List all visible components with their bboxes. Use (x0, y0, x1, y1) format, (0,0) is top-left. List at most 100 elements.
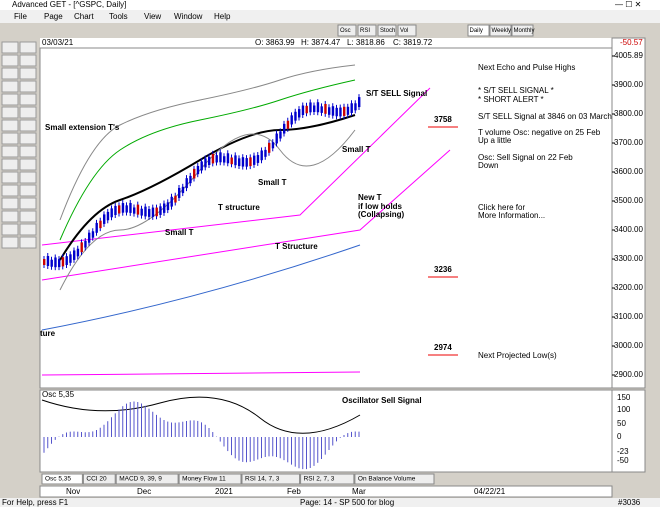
period-button[interactable] (511, 24, 534, 37)
ohlc-value: O: 3863.99 (255, 38, 295, 47)
note[interactable]: More Information... (478, 211, 545, 220)
period-label[interactable]: Weekly (492, 28, 512, 34)
end-date: 04/22/21 (474, 487, 506, 496)
menu-item[interactable]: Help (214, 12, 231, 21)
tool-icon[interactable] (19, 158, 37, 171)
candle-body (88, 232, 91, 243)
tool-label[interactable]: Stoch (380, 28, 395, 34)
indicator-tab[interactable] (41, 473, 83, 485)
candle-body (69, 254, 72, 263)
tool-icon[interactable] (1, 158, 19, 171)
moving-average (59, 79, 356, 241)
tab-label[interactable]: CCI 20 (86, 476, 107, 483)
tool-icon[interactable] (1, 197, 19, 210)
tool-icon[interactable] (19, 67, 37, 80)
time-label: Nov (66, 487, 80, 496)
indicator-tab[interactable] (82, 473, 116, 485)
tool-icon[interactable] (19, 54, 37, 67)
tool-icon[interactable] (19, 210, 37, 223)
candle-body (73, 250, 76, 260)
tab-label[interactable]: RSI 14, 7, 3 (245, 476, 280, 483)
tool-icon[interactable] (19, 145, 37, 158)
candle-body (294, 111, 297, 121)
tool-icon[interactable] (19, 132, 37, 145)
tool-icon[interactable] (19, 106, 37, 119)
tool-icon[interactable] (1, 54, 19, 67)
tab-label[interactable]: RSI 2, 7, 3 (304, 476, 335, 483)
candle-body (271, 142, 275, 149)
price-tick-label: 3400.00 (614, 225, 643, 234)
period-button[interactable] (467, 24, 490, 37)
tab-label[interactable]: Money Flow 11 (182, 476, 226, 483)
note[interactable]: Click here for (478, 203, 525, 212)
tool-icon[interactable] (1, 67, 19, 80)
tool-icon[interactable] (1, 41, 19, 54)
tool-icon[interactable] (1, 93, 19, 106)
right-tools (646, 38, 660, 498)
tab-label[interactable]: On Balance Volume (358, 476, 416, 483)
time-label: 2021 (215, 487, 233, 496)
candle-body (305, 105, 308, 114)
tool-icon[interactable] (19, 41, 37, 54)
candle-body (125, 205, 128, 213)
candle-body (133, 207, 136, 214)
menu-item[interactable]: File (14, 12, 27, 21)
menu-item[interactable]: Window (174, 12, 203, 21)
indicator-tab[interactable] (300, 473, 355, 485)
candle-body (234, 155, 237, 166)
menu-item[interactable]: Chart (74, 12, 94, 21)
candle-body (283, 123, 286, 134)
indicator-tab[interactable] (115, 473, 179, 485)
tool-icon[interactable] (1, 171, 19, 184)
tab-label[interactable]: Osc 5,35 (45, 476, 71, 483)
period-label[interactable]: Daily (470, 28, 483, 34)
osc-line (41, 396, 361, 434)
level-label: 3236 (434, 265, 452, 274)
tool-icon[interactable] (19, 184, 37, 197)
indicator-tab[interactable] (354, 473, 435, 485)
tool-icon[interactable] (1, 223, 19, 236)
menu-item[interactable]: Page (44, 12, 63, 21)
candle-body (193, 168, 196, 179)
trend-line (41, 87, 431, 246)
menu-item[interactable]: View (144, 12, 161, 21)
price-tick-label: 3600.00 (614, 167, 643, 176)
tab-label[interactable]: MACD 9, 39, 9 (119, 476, 162, 483)
candle-body (309, 102, 312, 113)
candle-body (331, 106, 335, 116)
tool-icon[interactable] (19, 171, 37, 184)
tool-label[interactable]: RSI (360, 28, 370, 34)
tool-icon[interactable] (1, 132, 19, 145)
tool-icon[interactable] (1, 210, 19, 223)
tool-label[interactable]: Vol (400, 28, 408, 34)
period-label[interactable]: Monthly (514, 28, 535, 34)
tool-icon[interactable] (19, 93, 37, 106)
tool-label[interactable]: Osc (340, 28, 351, 34)
osc-tick-label: 50 (617, 419, 626, 428)
tool-icon[interactable] (19, 236, 37, 249)
tool-icon[interactable] (19, 223, 37, 236)
tool-icon[interactable] (1, 80, 19, 93)
status-page: Page: 14 - SP 500 for blog (300, 498, 394, 507)
candle-body (121, 203, 125, 213)
tool-button[interactable] (397, 24, 417, 37)
tool-icon[interactable] (19, 80, 37, 93)
period-button[interactable] (489, 24, 512, 37)
tool-button[interactable] (357, 24, 377, 37)
tool-icon[interactable] (1, 106, 19, 119)
tool-icon[interactable] (19, 197, 37, 210)
tool-icon[interactable] (19, 119, 37, 132)
tool-button[interactable] (337, 24, 357, 37)
tool-icon[interactable] (1, 119, 19, 132)
tool-button[interactable] (377, 24, 397, 37)
candle-body (110, 208, 113, 218)
tool-icon[interactable] (1, 145, 19, 158)
window-controls[interactable]: — ☐ ✕ (615, 0, 641, 9)
tool-icon[interactable] (1, 184, 19, 197)
indicator-tab[interactable] (178, 473, 242, 485)
tool-icon[interactable] (1, 236, 19, 249)
candle-body (174, 195, 177, 203)
candle-body (249, 157, 252, 167)
menu-item[interactable]: Tools (109, 12, 128, 21)
indicator-tab[interactable] (241, 473, 301, 485)
